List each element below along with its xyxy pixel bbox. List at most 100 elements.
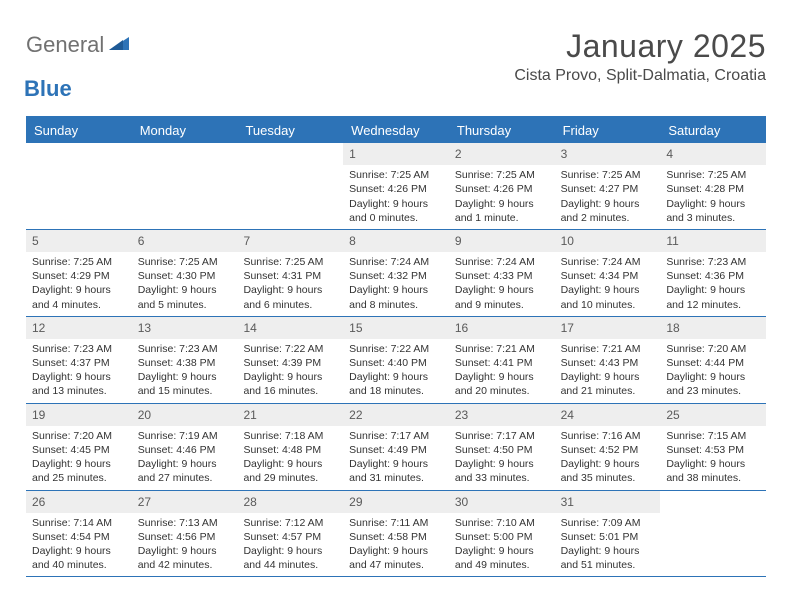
day-number: 25 — [660, 404, 766, 426]
day-number: 5 — [26, 230, 132, 252]
day-cell: 12Sunrise: 7:23 AMSunset: 4:37 PMDayligh… — [26, 317, 132, 403]
brand-general: General — [26, 32, 104, 57]
day-cell — [660, 491, 766, 577]
day-body: Sunrise: 7:19 AMSunset: 4:46 PMDaylight:… — [132, 426, 238, 490]
day-info-line: Daylight: 9 hours — [349, 457, 443, 471]
day-body: Sunrise: 7:21 AMSunset: 4:41 PMDaylight:… — [449, 339, 555, 403]
day-number: 4 — [660, 143, 766, 165]
day-info-line: Sunset: 4:36 PM — [666, 269, 760, 283]
day-info-line: Sunset: 4:34 PM — [561, 269, 655, 283]
day-body: Sunrise: 7:17 AMSunset: 4:50 PMDaylight:… — [449, 426, 555, 490]
location-text: Cista Provo, Split-Dalmatia, Croatia — [514, 67, 766, 85]
day-info-line: Sunset: 4:26 PM — [455, 182, 549, 196]
day-info-line: and 38 minutes. — [666, 471, 760, 485]
day-info-line: Sunset: 4:43 PM — [561, 356, 655, 370]
day-body: Sunrise: 7:25 AMSunset: 4:26 PMDaylight:… — [343, 165, 449, 229]
day-info-line: Daylight: 9 hours — [666, 370, 760, 384]
day-number: 2 — [449, 143, 555, 165]
day-body: Sunrise: 7:09 AMSunset: 5:01 PMDaylight:… — [555, 513, 661, 577]
day-body: Sunrise: 7:11 AMSunset: 4:58 PMDaylight:… — [343, 513, 449, 577]
day-info-line: Sunrise: 7:24 AM — [455, 255, 549, 269]
day-cell: 31Sunrise: 7:09 AMSunset: 5:01 PMDayligh… — [555, 491, 661, 577]
day-info-line: Sunset: 4:39 PM — [243, 356, 337, 370]
day-info-line: Sunset: 4:45 PM — [32, 443, 126, 457]
day-body: Sunrise: 7:13 AMSunset: 4:56 PMDaylight:… — [132, 513, 238, 577]
day-header: Thursday — [449, 118, 555, 143]
day-info-line: Daylight: 9 hours — [243, 457, 337, 471]
day-info-line: and 6 minutes. — [243, 298, 337, 312]
day-body: Sunrise: 7:23 AMSunset: 4:36 PMDaylight:… — [660, 252, 766, 316]
day-number: 19 — [26, 404, 132, 426]
day-info-line: and 8 minutes. — [349, 298, 443, 312]
day-info-line: Sunset: 4:30 PM — [138, 269, 232, 283]
day-info-line: Daylight: 9 hours — [666, 457, 760, 471]
day-cell: 2Sunrise: 7:25 AMSunset: 4:26 PMDaylight… — [449, 143, 555, 229]
day-cell: 14Sunrise: 7:22 AMSunset: 4:39 PMDayligh… — [237, 317, 343, 403]
day-number: 9 — [449, 230, 555, 252]
day-cell: 10Sunrise: 7:24 AMSunset: 4:34 PMDayligh… — [555, 230, 661, 316]
day-body: Sunrise: 7:22 AMSunset: 4:40 PMDaylight:… — [343, 339, 449, 403]
day-info-line: Sunset: 5:01 PM — [561, 530, 655, 544]
day-cell: 20Sunrise: 7:19 AMSunset: 4:46 PMDayligh… — [132, 404, 238, 490]
day-body: Sunrise: 7:24 AMSunset: 4:34 PMDaylight:… — [555, 252, 661, 316]
day-info-line: Sunset: 4:53 PM — [666, 443, 760, 457]
day-info-line: Sunset: 4:56 PM — [138, 530, 232, 544]
day-info-line: and 13 minutes. — [32, 384, 126, 398]
day-info-line: Sunrise: 7:25 AM — [349, 168, 443, 182]
day-info-line: and 4 minutes. — [32, 298, 126, 312]
day-info-line: Sunset: 4:38 PM — [138, 356, 232, 370]
day-info-line: Sunrise: 7:24 AM — [561, 255, 655, 269]
day-info-line: Sunset: 4:33 PM — [455, 269, 549, 283]
day-cell: 18Sunrise: 7:20 AMSunset: 4:44 PMDayligh… — [660, 317, 766, 403]
day-info-line: Daylight: 9 hours — [561, 283, 655, 297]
day-info-line: Sunset: 4:29 PM — [32, 269, 126, 283]
day-info-line: Sunrise: 7:19 AM — [138, 429, 232, 443]
day-info-line: Daylight: 9 hours — [455, 370, 549, 384]
day-info-line: Sunrise: 7:25 AM — [666, 168, 760, 182]
day-cell: 15Sunrise: 7:22 AMSunset: 4:40 PMDayligh… — [343, 317, 449, 403]
day-body: Sunrise: 7:25 AMSunset: 4:31 PMDaylight:… — [237, 252, 343, 316]
week-row: 5Sunrise: 7:25 AMSunset: 4:29 PMDaylight… — [26, 230, 766, 317]
day-info-line: Daylight: 9 hours — [32, 544, 126, 558]
day-cell: 30Sunrise: 7:10 AMSunset: 5:00 PMDayligh… — [449, 491, 555, 577]
day-body: Sunrise: 7:25 AMSunset: 4:29 PMDaylight:… — [26, 252, 132, 316]
logo-flag-icon — [109, 39, 131, 56]
day-info-line: Sunrise: 7:09 AM — [561, 516, 655, 530]
day-info-line: Daylight: 9 hours — [666, 197, 760, 211]
day-info-line: and 18 minutes. — [349, 384, 443, 398]
day-body: Sunrise: 7:16 AMSunset: 4:52 PMDaylight:… — [555, 426, 661, 490]
day-body: Sunrise: 7:17 AMSunset: 4:49 PMDaylight:… — [343, 426, 449, 490]
day-body: Sunrise: 7:20 AMSunset: 4:45 PMDaylight:… — [26, 426, 132, 490]
day-cell: 28Sunrise: 7:12 AMSunset: 4:57 PMDayligh… — [237, 491, 343, 577]
day-body: Sunrise: 7:24 AMSunset: 4:33 PMDaylight:… — [449, 252, 555, 316]
day-info-line: and 51 minutes. — [561, 558, 655, 572]
day-info-line: Sunrise: 7:20 AM — [666, 342, 760, 356]
day-info-line: Daylight: 9 hours — [561, 197, 655, 211]
day-body: Sunrise: 7:22 AMSunset: 4:39 PMDaylight:… — [237, 339, 343, 403]
day-info-line: Sunset: 4:58 PM — [349, 530, 443, 544]
day-info-line: Sunrise: 7:16 AM — [561, 429, 655, 443]
day-number: 22 — [343, 404, 449, 426]
day-number: 21 — [237, 404, 343, 426]
day-info-line: and 23 minutes. — [666, 384, 760, 398]
day-cell: 19Sunrise: 7:20 AMSunset: 4:45 PMDayligh… — [26, 404, 132, 490]
week-row: 19Sunrise: 7:20 AMSunset: 4:45 PMDayligh… — [26, 404, 766, 491]
brand-logo: General Blue — [26, 32, 131, 102]
day-info-line: Sunrise: 7:23 AM — [666, 255, 760, 269]
calendar-table: SundayMondayTuesdayWednesdayThursdayFrid… — [26, 116, 766, 577]
day-cell: 5Sunrise: 7:25 AMSunset: 4:29 PMDaylight… — [26, 230, 132, 316]
day-body: Sunrise: 7:23 AMSunset: 4:38 PMDaylight:… — [132, 339, 238, 403]
day-cell: 26Sunrise: 7:14 AMSunset: 4:54 PMDayligh… — [26, 491, 132, 577]
day-info-line: Sunrise: 7:25 AM — [455, 168, 549, 182]
day-info-line: Daylight: 9 hours — [561, 457, 655, 471]
day-info-line: Daylight: 9 hours — [349, 197, 443, 211]
day-info-line: Daylight: 9 hours — [243, 283, 337, 297]
day-info-line: Sunset: 4:46 PM — [138, 443, 232, 457]
day-number: 6 — [132, 230, 238, 252]
day-info-line: Daylight: 9 hours — [349, 283, 443, 297]
day-info-line: and 27 minutes. — [138, 471, 232, 485]
day-body: Sunrise: 7:14 AMSunset: 4:54 PMDaylight:… — [26, 513, 132, 577]
calendar-header-row: SundayMondayTuesdayWednesdayThursdayFrid… — [26, 118, 766, 143]
day-info-line: and 9 minutes. — [455, 298, 549, 312]
week-row: 1Sunrise: 7:25 AMSunset: 4:26 PMDaylight… — [26, 143, 766, 230]
